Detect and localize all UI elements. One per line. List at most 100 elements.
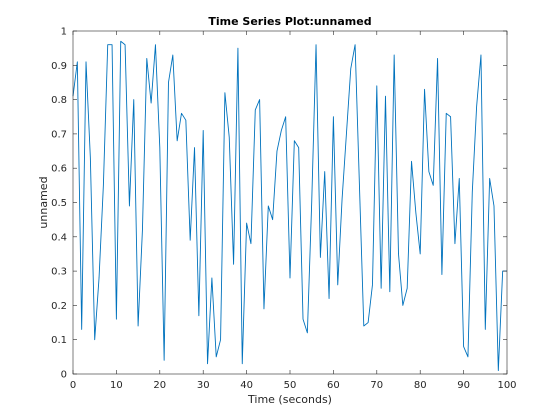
x-tick-label: 20: [153, 380, 166, 391]
data-point: [207, 363, 208, 364]
data-point: [311, 202, 312, 203]
data-point: [420, 253, 421, 254]
data-point: [120, 41, 121, 42]
data-point: [77, 61, 78, 62]
data-point: [190, 240, 191, 241]
x-tick-label: 40: [240, 380, 253, 391]
data-point: [376, 85, 377, 86]
data-point: [402, 305, 403, 306]
data-point: [324, 171, 325, 172]
data-point: [307, 332, 308, 333]
data-point: [433, 185, 434, 186]
data-point: [285, 116, 286, 117]
data-point: [454, 243, 455, 244]
data-point: [99, 277, 100, 278]
plot-area-box: [72, 30, 508, 375]
data-point: [437, 58, 438, 59]
data-layer: [72, 40, 507, 372]
data-point: [459, 178, 460, 179]
data-point: [237, 48, 238, 49]
data-point: [220, 339, 221, 340]
data-point: [151, 103, 152, 104]
y-tick-label: 0.1: [51, 335, 67, 346]
data-point: [159, 147, 160, 148]
y-tick-label: 0.6: [51, 164, 67, 175]
data-point: [272, 219, 273, 220]
plot-area-background: [73, 31, 507, 374]
x-tick-label: 100: [497, 380, 516, 391]
x-tick-label: 70: [370, 380, 383, 391]
data-point: [372, 284, 373, 285]
y-axis-label: unnamed: [37, 176, 50, 228]
data-point: [333, 116, 334, 117]
data-point: [411, 161, 412, 162]
data-point: [263, 308, 264, 309]
x-tick-label: 50: [284, 380, 297, 391]
data-point: [446, 113, 447, 114]
data-point: [81, 329, 82, 330]
series-line: [72, 40, 507, 372]
data-point: [398, 253, 399, 254]
data-point: [116, 319, 117, 320]
x-tick-label: 30: [197, 380, 210, 391]
data-point: [276, 151, 277, 152]
data-point: [450, 116, 451, 117]
tick-layer: 0 10 20 30 40 50 60 70 80 90 100 0 0.1 0.2 0.3 0.4 0.5 0.…: [51, 27, 516, 392]
data-point: [281, 130, 282, 131]
data-point: [415, 212, 416, 213]
data-point: [129, 205, 130, 206]
data-point: [242, 363, 243, 364]
y-tick-label: 0.5: [51, 198, 67, 209]
data-point: [86, 61, 87, 62]
data-point: [480, 55, 481, 56]
data-point: [181, 113, 182, 114]
data-point: [485, 329, 486, 330]
data-point: [303, 319, 304, 320]
x-tick-label: 80: [414, 380, 427, 391]
y-tick-label: 0: [61, 370, 67, 381]
data-point: [476, 106, 477, 107]
data-point: [394, 55, 395, 56]
data-point: [320, 257, 321, 258]
data-point: [168, 82, 169, 83]
data-point: [94, 339, 95, 340]
y-tick-label: 0.8: [51, 95, 67, 106]
data-point: [329, 298, 330, 299]
data-point: [164, 360, 165, 361]
x-tick-label: 10: [110, 380, 123, 391]
data-point: [155, 44, 156, 45]
data-point: [224, 92, 225, 93]
data-point: [424, 89, 425, 90]
data-point: [337, 284, 338, 285]
data-point: [125, 44, 126, 45]
y-tick-label: 0.2: [51, 301, 67, 312]
data-point: [381, 288, 382, 289]
y-tick-label: 1: [61, 27, 67, 38]
data-point: [103, 185, 104, 186]
data-point: [142, 229, 143, 230]
data-point: [107, 44, 108, 45]
data-point: [138, 325, 139, 326]
data-point: [441, 274, 442, 275]
data-point: [216, 356, 217, 357]
data-point: [407, 288, 408, 289]
data-point: [90, 157, 91, 158]
data-point: [177, 140, 178, 141]
data-point: [194, 147, 195, 148]
data-point: [133, 99, 134, 100]
data-point: [211, 277, 212, 278]
data-point: [290, 277, 291, 278]
data-point: [498, 370, 499, 371]
data-point: [185, 120, 186, 121]
data-point: [359, 185, 360, 186]
data-point: [255, 109, 256, 110]
data-point: [363, 325, 364, 326]
data-point: [198, 315, 199, 316]
data-point: [342, 199, 343, 200]
y-tick-label: 0.4: [51, 232, 67, 243]
data-point: [368, 322, 369, 323]
x-tick-label: 90: [457, 380, 470, 391]
y-tick-label: 0.3: [51, 267, 67, 278]
data-point: [112, 44, 113, 45]
